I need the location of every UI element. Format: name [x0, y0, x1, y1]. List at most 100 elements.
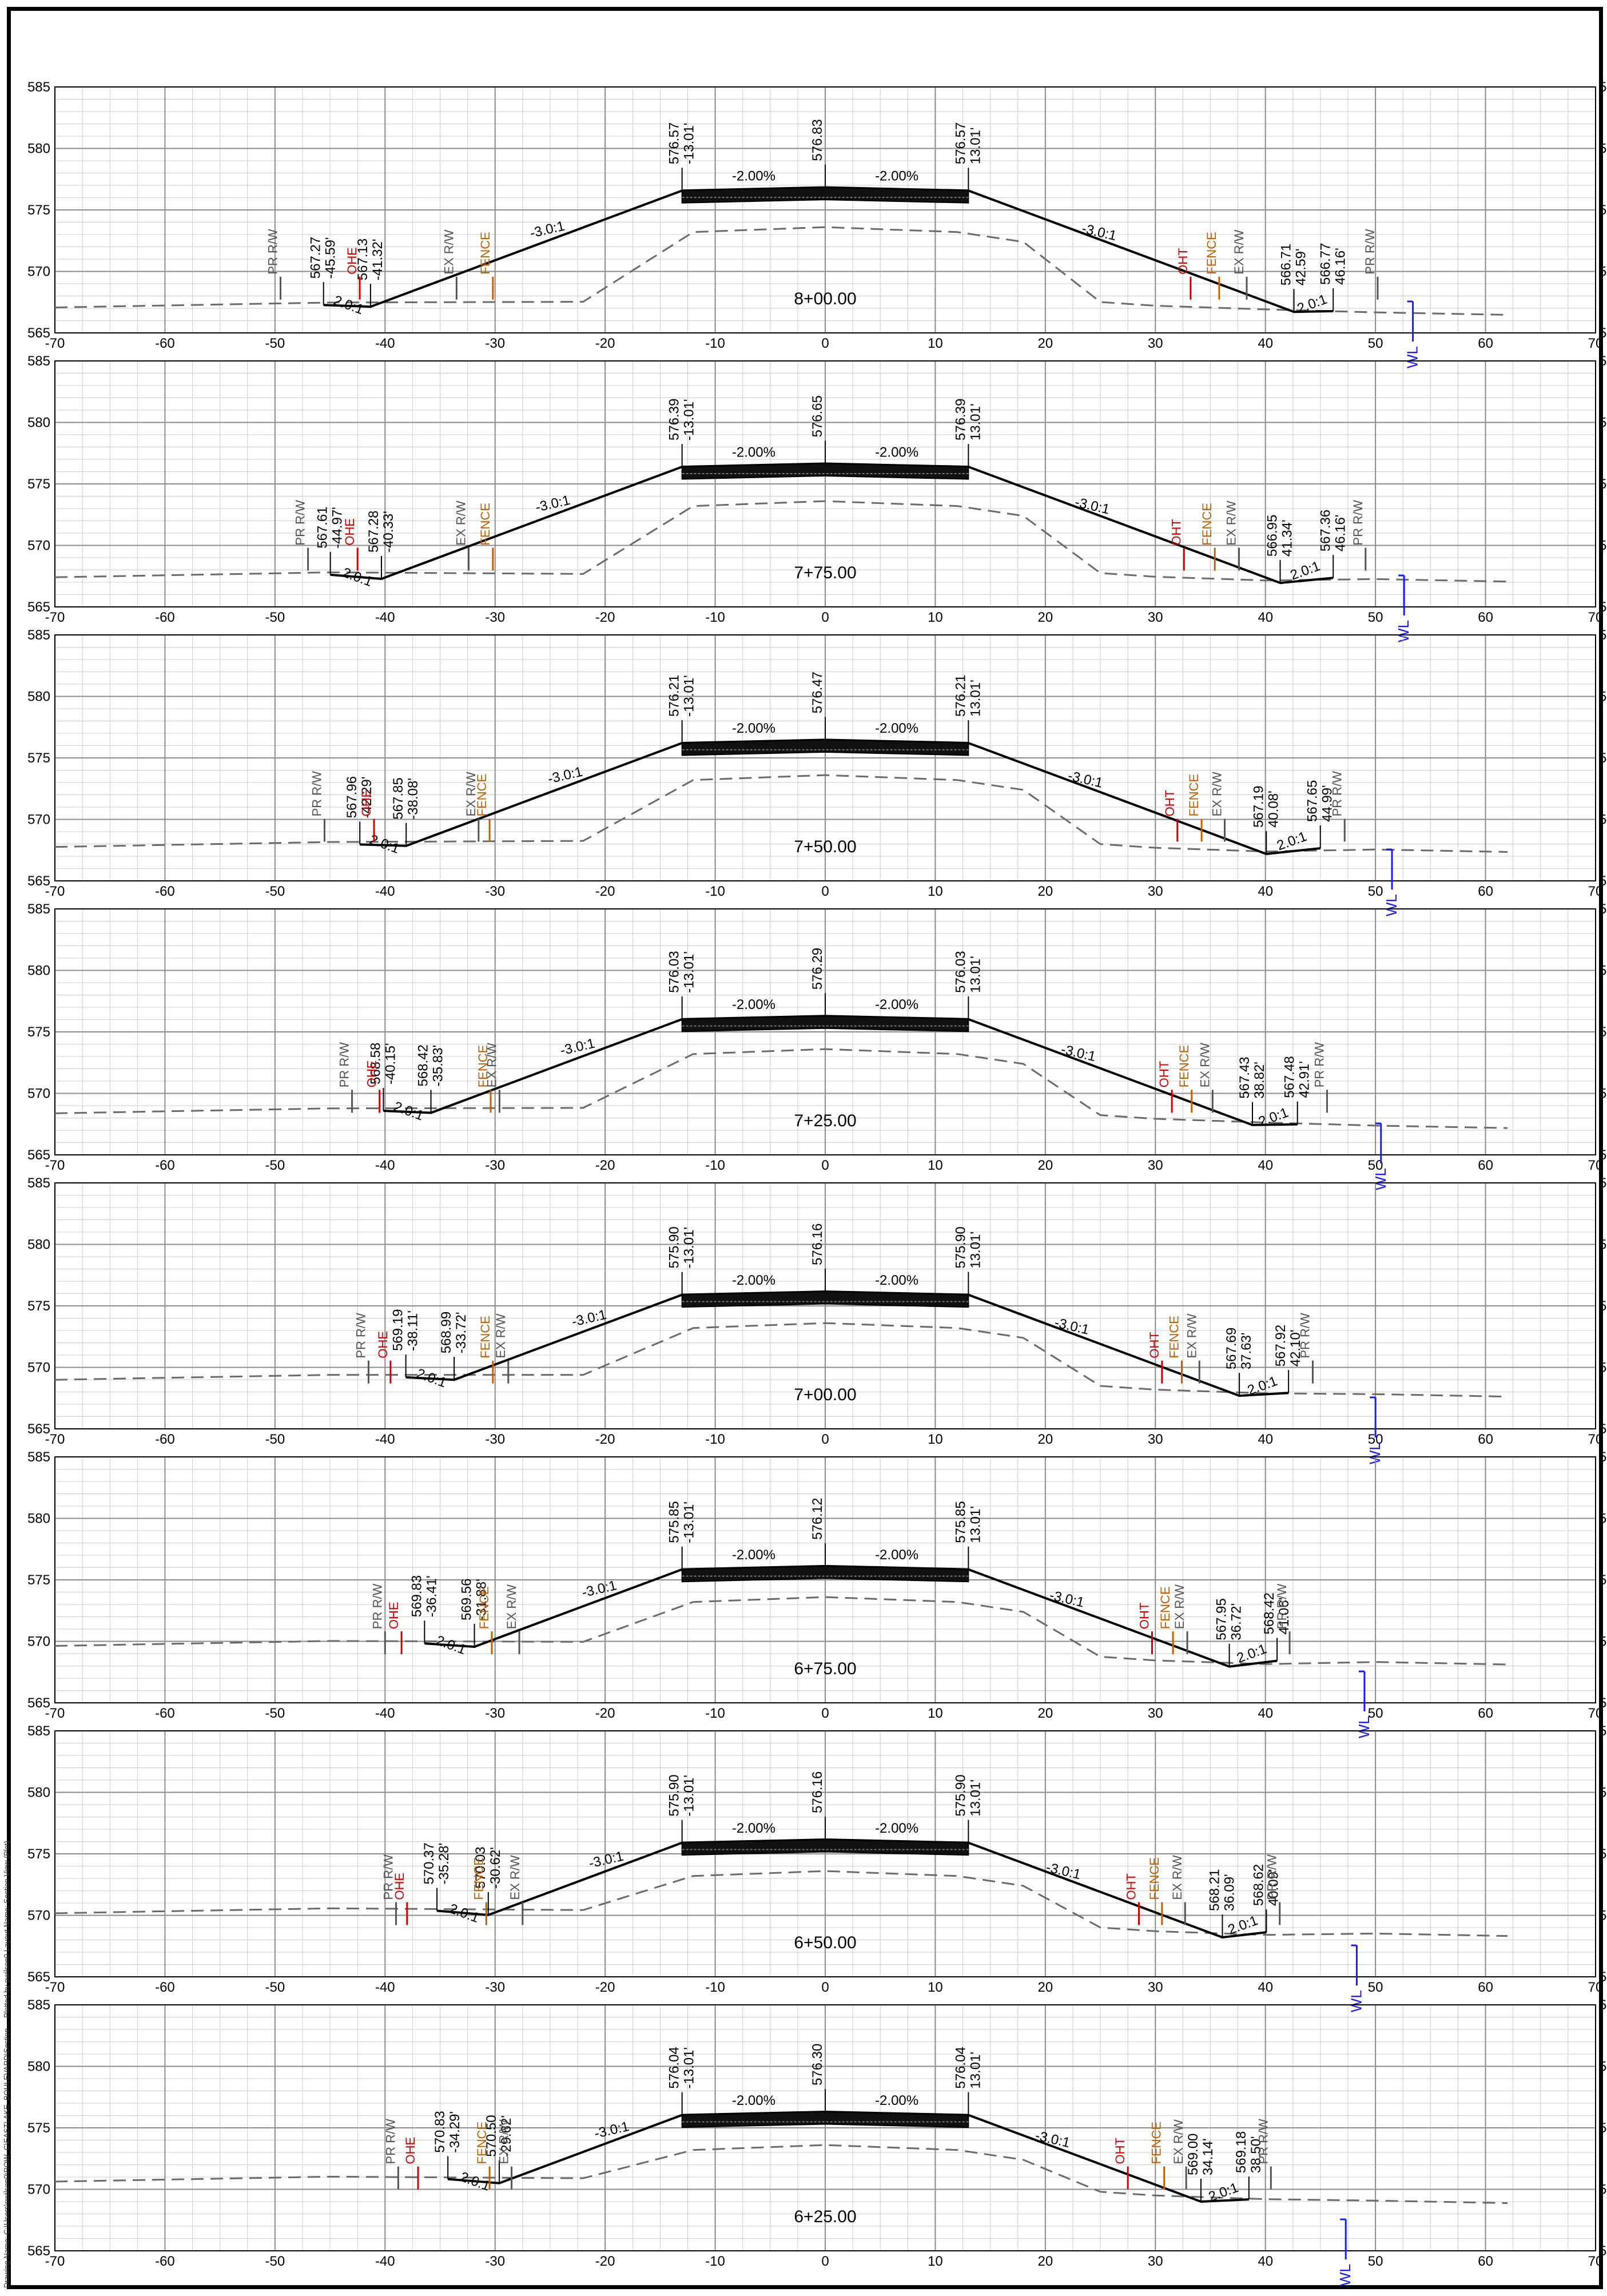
x-tick-label: 60: [1478, 336, 1493, 351]
y-tick-label: 585: [27, 80, 50, 95]
centerline-elevation-label: 576.47: [810, 672, 825, 713]
ditch-slope-right-label: 2.0:1: [1256, 1105, 1290, 1130]
y-tick-label-right: 565: [1599, 599, 1607, 615]
x-tick-label: -70: [45, 610, 65, 625]
x-tick-label: -60: [155, 336, 175, 351]
y-tick-label-right: 565: [1599, 1695, 1607, 1711]
y-tick-label: 570: [27, 2182, 50, 2198]
right-toe-elevation-label: 41.34': [1279, 519, 1295, 557]
right-ditch-elevation-label: 42.91': [1297, 1061, 1312, 1098]
left-ditch-elevation-label: -38.08': [405, 778, 421, 820]
panel-frame: [54, 1182, 1596, 1429]
feature-label: OHT: [1137, 1603, 1152, 1629]
right-ditch-elevation-label: 568.62: [1251, 1864, 1266, 1906]
x-tick-label: 60: [1478, 1706, 1493, 1721]
x-tick-label: -40: [375, 336, 395, 351]
y-tick-label-right: 575: [1599, 2120, 1607, 2136]
x-tick-label: 10: [928, 336, 943, 351]
cross-slope-left-label: -2.00%: [732, 444, 775, 460]
right-edge-elevation-label: 576.39: [953, 399, 968, 440]
water-line-label: WL: [1383, 894, 1400, 916]
y-tick-label-right: 565: [1599, 1969, 1607, 1985]
y-tick-label: 585: [27, 1997, 50, 2013]
right-edge-elevation-label: 576.03: [953, 951, 968, 992]
y-tick-label: 565: [27, 1421, 50, 1437]
right-ditch-elevation-label: 46.16': [1332, 248, 1348, 285]
left-edge-elevation-label: -13.01': [682, 951, 697, 993]
left-toe-elevation-label: -34.29': [447, 2111, 463, 2153]
y-tick-label: 570: [27, 812, 50, 828]
y-tick-label-right: 570: [1599, 2182, 1607, 2198]
feature-label: OHT: [1163, 790, 1177, 816]
cross-slope-right-label: -2.00%: [875, 721, 918, 736]
right-toe-elevation-label: 34.14': [1200, 2138, 1216, 2175]
centerline-elevation-label: 576.12: [810, 1498, 825, 1540]
y-tick-label: 575: [27, 1572, 50, 1588]
y-tick-label-right: 580: [1599, 1785, 1607, 1801]
x-tick-label: -50: [265, 2254, 285, 2269]
x-tick-label: 0: [821, 884, 829, 899]
feature-label: EX R/W: [494, 1313, 508, 1358]
centerline-elevation-label: 576.16: [810, 1224, 825, 1265]
x-tick-label: -20: [595, 2254, 615, 2269]
x-tick-label: -60: [155, 2254, 175, 2269]
feature-label: EX R/W: [1172, 1584, 1187, 1629]
centerline-elevation-label: 576.30: [810, 2044, 825, 2086]
y-tick-label: 570: [27, 1086, 50, 1102]
x-tick-label: -40: [375, 1432, 395, 1447]
right-ditch-elevation-label: 567.48: [1282, 1056, 1298, 1098]
left-edge-elevation-label: 575.90: [667, 1774, 682, 1816]
y-tick-label-right: 575: [1599, 1298, 1607, 1314]
right-toe-elevation-label: 566.95: [1264, 515, 1280, 557]
x-tick-label: 50: [1368, 1706, 1383, 1721]
x-tick-label: 40: [1258, 336, 1273, 351]
y-tick-label: 570: [27, 1908, 50, 1924]
centerline-elevation-label: 576.29: [810, 948, 825, 990]
feature-label: EX R/W: [1171, 2119, 1186, 2164]
x-tick-label: 60: [1478, 1980, 1493, 1995]
x-tick-label: -40: [375, 2254, 395, 2269]
x-tick-label: 60: [1478, 884, 1493, 899]
x-tick-label: -30: [485, 610, 505, 625]
right-edge-elevation-label: 576.04: [953, 2047, 968, 2088]
x-tick-label: 30: [1148, 2254, 1163, 2269]
x-tick-label: 0: [821, 1706, 829, 1721]
feature-label: FENCE: [1187, 774, 1201, 817]
feature-label: EX R/W: [454, 500, 468, 545]
right-ditch-elevation-label: 46.16': [1332, 515, 1348, 552]
y-tick-label-right: 580: [1599, 963, 1607, 979]
x-tick-label: -10: [705, 610, 725, 625]
y-tick-label: 570: [27, 264, 50, 280]
y-tick-label: 580: [27, 2059, 50, 2075]
x-tick-label: -50: [265, 1432, 285, 1447]
x-tick-label: 20: [1038, 1432, 1053, 1447]
water-line-label: WL: [1347, 1990, 1365, 2012]
y-tick-label-right: 580: [1599, 141, 1607, 157]
feature-label: OHE: [392, 1873, 407, 1900]
feature-label: PR R/W: [1298, 1313, 1312, 1358]
x-tick-label: -10: [705, 884, 725, 899]
cross-slope-right-label: -2.00%: [875, 2093, 918, 2108]
feature-label: EX R/W: [508, 1855, 522, 1900]
y-tick-label: 580: [27, 1237, 50, 1253]
feature-label: FENCE: [478, 232, 492, 275]
panel-frame: [54, 1730, 1596, 1977]
feature-label: OHT: [1169, 519, 1183, 545]
x-tick-label: -50: [265, 1980, 285, 1995]
left-toe-elevation-label: 567.27: [308, 237, 324, 279]
centerline-elevation-label: 576.65: [810, 395, 825, 437]
feature-label: PR R/W: [337, 1042, 352, 1088]
right-toe-elevation-label: 567.95: [1214, 1598, 1230, 1640]
station-label: 8+00.00: [794, 289, 856, 308]
right-ditch-elevation-label: 567.36: [1318, 510, 1333, 551]
x-tick-label: 60: [1478, 2254, 1493, 2269]
x-tick-label: -50: [265, 1158, 285, 1173]
y-tick-label-right: 565: [1599, 2243, 1607, 2259]
x-tick-label: 70: [1588, 884, 1604, 899]
y-tick-label: 580: [27, 1511, 50, 1527]
feature-label: OHE: [359, 789, 373, 817]
y-tick-label: 565: [27, 325, 50, 341]
